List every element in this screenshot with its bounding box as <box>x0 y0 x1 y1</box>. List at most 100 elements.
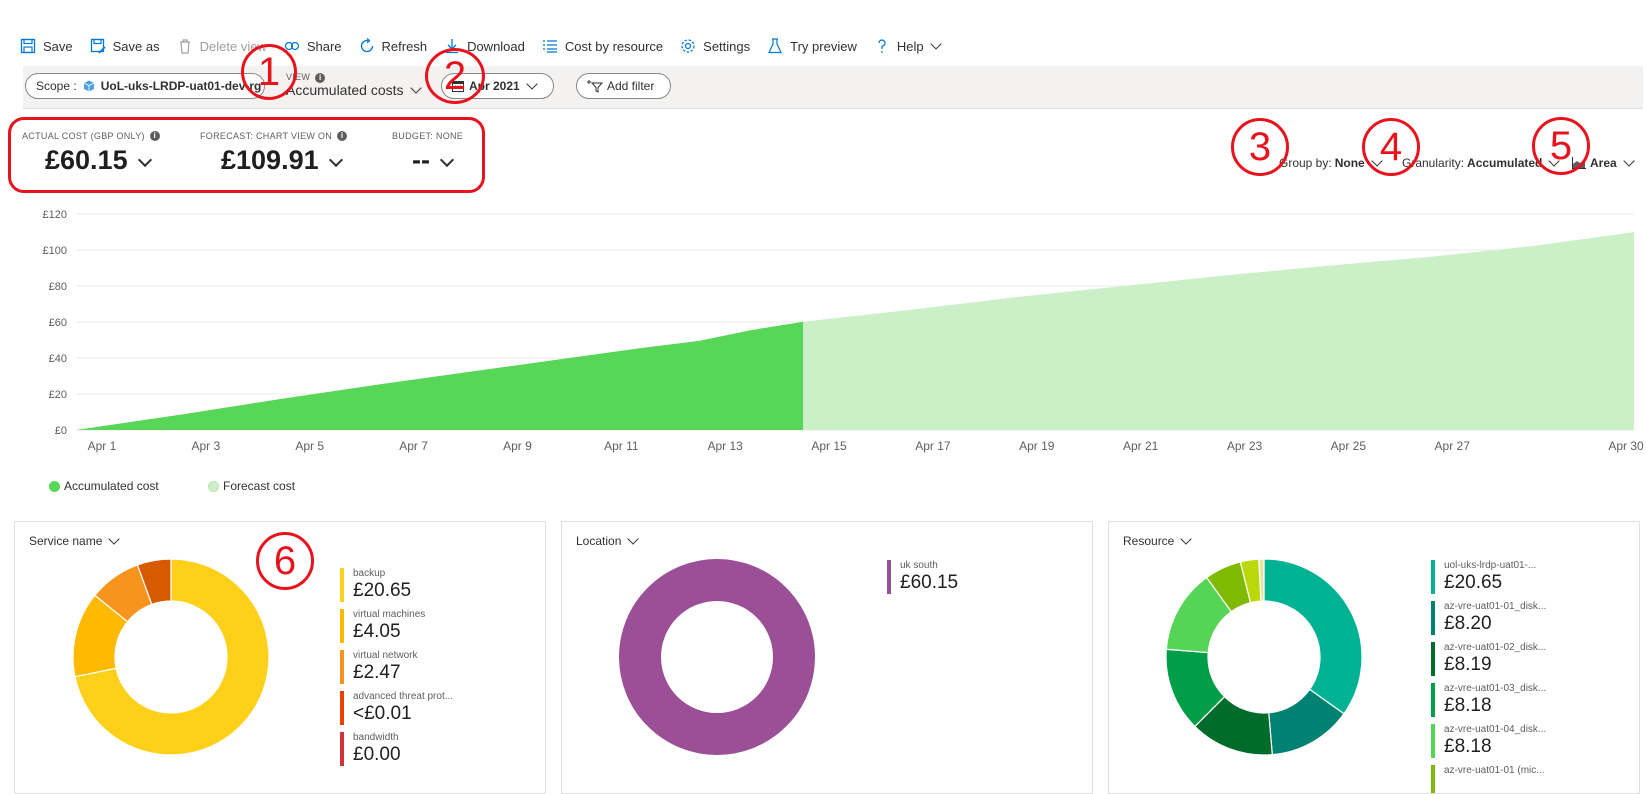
legend-item[interactable]: az-vre-uat01-03_disk... £8.18 <box>1431 683 1546 717</box>
cost-by-resource-label: Cost by resource <box>564 38 664 54</box>
legend-item-name: az-vre-uat01-01_disk... <box>1444 601 1547 612</box>
save-as-button[interactable]: Save as <box>90 38 160 54</box>
info-icon: i <box>149 131 160 141</box>
command-bar: Save Save as Delete view Share Refresh D… <box>20 34 957 58</box>
legend-item[interactable]: advanced threat prot... <£0.01 <box>340 691 453 725</box>
add-filter-button[interactable]: Add filter <box>576 73 671 99</box>
actual-cost-selector[interactable]: £60.15 <box>45 145 152 176</box>
save-as-icon <box>90 38 106 54</box>
x-tick-label: Apr 9 <box>503 439 532 453</box>
share-icon <box>284 38 300 54</box>
x-tick-label: Apr 25 <box>1331 439 1367 453</box>
legend-item[interactable]: uk south £60.15 <box>887 560 958 594</box>
legend-item-name: bandwidth <box>353 732 399 743</box>
budget-label: BUDGET: NONE <box>392 131 464 141</box>
forecast-area[interactable] <box>803 232 1634 430</box>
donut-slice[interactable] <box>619 559 815 755</box>
legend-item-name: uol-uks-lrdp-uat01-... <box>1444 560 1537 571</box>
annotation-4: 4 <box>1362 118 1420 176</box>
scope-label: Scope : <box>36 79 77 93</box>
donut-slice[interactable] <box>1263 558 1363 715</box>
share-button[interactable]: Share <box>284 38 342 54</box>
try-preview-button[interactable]: Try preview <box>767 38 857 54</box>
refresh-button[interactable]: Refresh <box>359 38 427 54</box>
legend-item-value: £20.65 <box>353 580 412 601</box>
y-tick-label: £100 <box>43 245 67 257</box>
granularity-selector[interactable]: Granularity: Accumulated <box>1402 155 1561 170</box>
y-tick-label: £80 <box>49 281 67 293</box>
info-icon: i <box>337 131 348 141</box>
x-tick-label: Apr 3 <box>191 439 220 453</box>
legend-item[interactable]: az-vre-uat01-02_disk... £8.19 <box>1431 642 1546 676</box>
legend-dot-forecast <box>208 480 219 492</box>
annotation-6: 6 <box>256 532 314 590</box>
filter-icon <box>587 79 604 93</box>
legend-item-value: £8.19 <box>1444 654 1492 675</box>
settings-button[interactable]: Settings <box>680 38 750 54</box>
legend-item[interactable]: backup £20.65 <box>340 568 411 602</box>
x-tick-label: Apr 1 <box>88 439 117 453</box>
annotation-3: 3 <box>1231 118 1289 176</box>
legend-item[interactable]: az-vre-uat01-01 (mic... <box>1431 765 1545 793</box>
share-label: Share <box>306 38 342 54</box>
donut-slice[interactable] <box>74 558 270 756</box>
location-card: Location uk south £60.15 <box>561 521 1093 794</box>
chevron-down-icon <box>137 152 152 167</box>
annotation-5: 5 <box>1532 117 1590 175</box>
legend-forecast[interactable]: Forecast cost <box>208 479 295 493</box>
accumulated-area[interactable] <box>76 321 804 430</box>
view-value: Accumulated costs <box>286 82 404 98</box>
chevron-down-icon <box>328 152 343 167</box>
save-button[interactable]: Save <box>20 38 73 54</box>
scope-pill[interactable]: Scope : UoL-uks-LRDP-uat01-dev-rg <box>25 73 265 99</box>
chevron-down-icon <box>526 78 538 90</box>
legend-accumulated[interactable]: Accumulated cost <box>49 479 159 493</box>
info-icon: i <box>315 73 326 83</box>
help-label: Help <box>896 38 924 54</box>
view-selector[interactable]: Accumulated costs <box>286 82 422 98</box>
donut-slice[interactable] <box>1258 558 1265 602</box>
flask-icon <box>767 38 783 54</box>
legend-item-name: virtual machines <box>353 609 426 620</box>
budget-selector[interactable]: -- <box>412 145 455 176</box>
legend-item[interactable]: virtual network £2.47 <box>340 650 417 684</box>
location-selector[interactable]: Location <box>576 533 640 548</box>
legend-item[interactable]: bandwidth £0.00 <box>340 732 401 766</box>
resource-selector[interactable]: Resource <box>1123 533 1193 548</box>
y-tick-label: £0 <box>55 425 67 437</box>
download-label: Download <box>467 38 525 54</box>
legend-item-value: £8.18 <box>1444 736 1492 757</box>
legend-accumulated-label: Accumulated cost <box>64 479 159 493</box>
legend-item-value: £2.47 <box>353 662 401 683</box>
legend-item-name: virtual network <box>353 650 418 661</box>
accumulated-cost-chart: £0 £20 £40 £60 £80 £100 £120 Apr 1 Apr 3 Apr 5 Apr… <box>43 209 1644 453</box>
save-as-label: Save as <box>112 38 160 54</box>
actual-cost-value: £60.15 <box>45 145 128 175</box>
x-tick-label: Apr 19 <box>1019 439 1055 453</box>
legend-item[interactable]: virtual machines £4.05 <box>340 609 425 643</box>
trash-icon <box>177 38 193 54</box>
x-tick-label: Apr 30 <box>1608 439 1644 453</box>
service-donut <box>72 558 270 756</box>
annotation-2: 2 <box>425 48 485 104</box>
resource-donut <box>1165 558 1363 756</box>
x-tick-label: Apr 5 <box>295 439 324 453</box>
cost-by-resource-button[interactable]: Cost by resource <box>542 38 663 54</box>
legend-item[interactable]: az-vre-uat01-04_disk... £8.18 <box>1431 724 1546 758</box>
group-by-selector[interactable]: Group by: None <box>1279 155 1383 170</box>
legend-item-value: £8.20 <box>1444 613 1492 634</box>
forecast-selector[interactable]: £109.91 <box>221 145 343 176</box>
x-tick-label: Apr 27 <box>1435 439 1471 453</box>
location-donut <box>619 559 815 755</box>
service-name-selector[interactable]: Service name <box>29 533 121 548</box>
budget-value: -- <box>412 145 430 175</box>
help-button[interactable]: Help <box>874 38 942 54</box>
chevron-down-icon <box>108 533 121 545</box>
gear-icon <box>680 38 696 54</box>
settings-label: Settings <box>703 38 751 54</box>
legend-item[interactable]: uol-uks-lrdp-uat01-... £20.65 <box>1431 560 1536 594</box>
donut-slice[interactable] <box>136 558 172 606</box>
forecast-label: FORECAST: CHART VIEW ON i <box>200 131 348 141</box>
legend-item[interactable]: az-vre-uat01-01_disk... £8.20 <box>1431 601 1546 635</box>
chevron-down-icon <box>627 533 640 545</box>
